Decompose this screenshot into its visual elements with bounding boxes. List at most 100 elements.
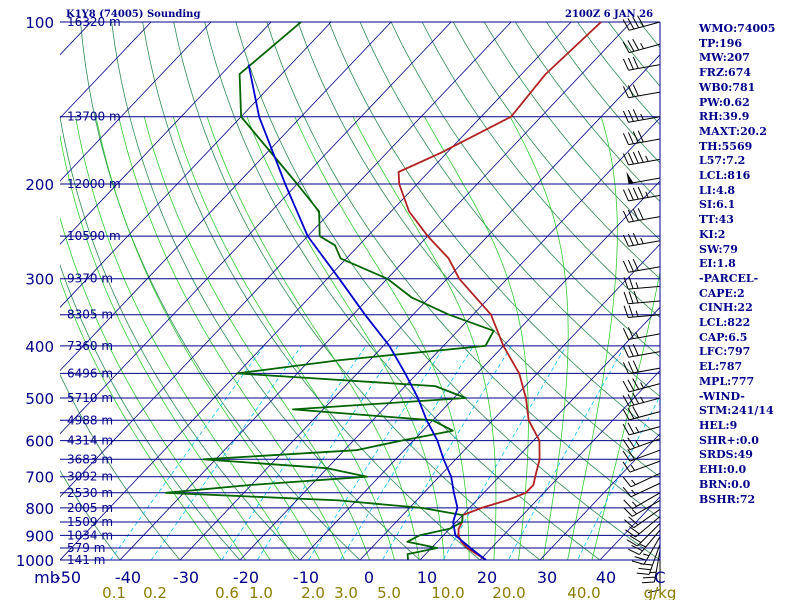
pressure-tick-label: 200 xyxy=(25,176,54,194)
wind-barb-full xyxy=(632,56,639,69)
wind-barb-full xyxy=(622,327,629,340)
wind-barb xyxy=(622,437,661,451)
index-line: EHI:0.0 xyxy=(699,463,747,477)
index-line: BSHR:72 xyxy=(699,492,756,506)
wind-barb-staff xyxy=(628,216,661,223)
wind-barb-full xyxy=(632,109,639,121)
wind-barb-staff xyxy=(628,411,661,421)
wind-barb-full xyxy=(627,407,635,419)
plot-background xyxy=(60,22,660,560)
index-line: TP:196 xyxy=(699,36,743,50)
wind-barb-half xyxy=(635,310,639,317)
wind-barb-full xyxy=(632,38,640,51)
wind-barb xyxy=(622,406,661,421)
index-line: FRZ:674 xyxy=(699,66,752,80)
pressure-tick-label: 600 xyxy=(25,433,54,451)
mixing-ratio-label: 0.2 xyxy=(143,584,167,600)
index-line: LCL:822 xyxy=(699,316,751,330)
height-label: 3092 m xyxy=(67,470,113,484)
wind-barb-full xyxy=(627,233,634,246)
wind-barb-full xyxy=(627,393,635,406)
height-label: 579 m xyxy=(67,541,105,555)
wind-barb xyxy=(622,460,661,473)
wind-barb-full xyxy=(627,40,635,52)
wind-barb-full xyxy=(647,589,661,594)
index-line: WB0:781 xyxy=(699,80,756,94)
wind-barb-full xyxy=(632,406,640,418)
chart-time: 2100Z 6 JAN 26 xyxy=(565,9,654,20)
wind-barb-full xyxy=(628,291,634,304)
wind-barb-full xyxy=(627,327,634,339)
height-label: 9370 m xyxy=(67,272,113,286)
isotherm xyxy=(60,22,212,182)
index-line: TT:43 xyxy=(699,213,734,227)
mixing-ratio-lines xyxy=(110,345,660,560)
wind-barb xyxy=(622,378,661,393)
wind-barb-full xyxy=(624,519,635,529)
wind-barb-full xyxy=(627,259,634,272)
wind-barb-full xyxy=(623,291,629,304)
height-label: 1509 m xyxy=(67,515,113,529)
temperature-tick-label: -50 xyxy=(55,568,81,587)
wind-barb-full xyxy=(622,189,629,202)
dry-adiabat xyxy=(60,469,121,560)
isotherm xyxy=(60,22,512,498)
wind-barb xyxy=(622,38,661,54)
wind-barb-full xyxy=(622,153,629,166)
chart-title: K1Y8 (74005) Sounding xyxy=(66,9,201,20)
wind-barb-half xyxy=(631,509,637,515)
dry-adiabat xyxy=(452,22,660,280)
index-line: -WIND- xyxy=(699,389,745,403)
dry-adiabat xyxy=(60,373,181,560)
wind-barb xyxy=(622,130,661,146)
temperature-tick-label: -40 xyxy=(115,568,141,587)
wind-barb-full xyxy=(630,535,642,543)
wind-barb xyxy=(622,150,661,166)
wind-barb-full xyxy=(637,208,644,220)
wind-barb-full xyxy=(637,15,645,27)
wind-barb-full xyxy=(628,548,640,556)
index-line: PW:0.62 xyxy=(699,95,750,109)
wind-barb xyxy=(622,360,661,375)
temperature-tick-label: 40 xyxy=(596,568,616,587)
wind-barb-full xyxy=(632,378,640,390)
dry-adiabat xyxy=(359,22,660,397)
wind-barb-full xyxy=(622,110,629,123)
wind-barb-full xyxy=(632,84,639,97)
wind-barb-half xyxy=(635,440,640,447)
height-label: 8305 m xyxy=(67,308,113,322)
wind-barb xyxy=(622,84,661,99)
wind-barb-full xyxy=(622,210,629,223)
wind-barb-full xyxy=(622,423,630,436)
pressure-tick-label: 500 xyxy=(25,390,54,408)
wind-barb-full xyxy=(627,152,634,165)
wind-barb-full xyxy=(627,17,635,30)
wind-barb xyxy=(623,291,661,305)
height-label: 13700 m xyxy=(67,110,121,124)
wind-barb-full xyxy=(637,186,644,199)
index-line: SHR+:0.0 xyxy=(699,433,759,447)
dry-adiabat xyxy=(235,22,660,560)
parcel-line xyxy=(247,64,487,560)
wind-barb-flag xyxy=(626,171,634,184)
height-label: 16320 m xyxy=(67,15,121,29)
index-line: LI:4.8 xyxy=(699,183,736,197)
wind-barb-full xyxy=(628,276,634,289)
wind-barb-staff xyxy=(628,21,661,31)
index-line: STM:241/14 xyxy=(699,404,774,418)
height-label: 6496 m xyxy=(67,366,113,380)
wind-barb-full xyxy=(622,380,630,393)
wind-barb-staff xyxy=(628,240,661,247)
wind-barb-staff xyxy=(628,64,661,71)
wind-barb xyxy=(622,258,661,273)
dry-adiabat xyxy=(142,22,481,560)
index-line: MPL:777 xyxy=(699,374,755,388)
wind-barb xyxy=(647,557,661,594)
mixing-ratio-label: 0.6 xyxy=(215,584,239,600)
wind-barb-full xyxy=(628,305,634,318)
wind-barb-staff xyxy=(628,397,661,407)
isotherm xyxy=(60,22,332,308)
temperature-tick-label: C xyxy=(654,568,665,587)
